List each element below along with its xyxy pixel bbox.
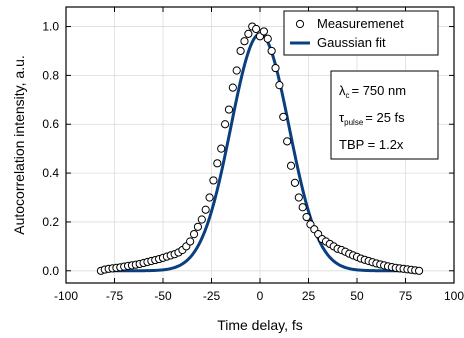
measurement-point	[201, 205, 210, 214]
measurement-point	[275, 81, 284, 90]
measurement-point	[263, 34, 272, 43]
x-tick-label: -100	[54, 289, 78, 303]
y-tick-label: 0.4	[42, 166, 59, 180]
measurement-point	[186, 237, 195, 246]
legend: Measuremenet Gaussian fit	[283, 10, 439, 56]
measurement-point	[224, 105, 234, 114]
x-axis-title: Time delay, fs	[217, 317, 303, 333]
points-layer	[96, 22, 424, 275]
legend-box	[283, 10, 439, 56]
measurement-point	[302, 212, 311, 222]
measurement-point	[240, 37, 249, 46]
parameter-box: λc = 750 nm τpulse = 25 fs TBP = 1.2x	[330, 70, 439, 160]
measurement-point	[414, 266, 424, 275]
measurement-point	[193, 222, 203, 231]
legend-label-fit: Gaussian fit	[317, 35, 386, 50]
y-tick-label: 1.0	[42, 20, 59, 34]
measurement-point	[232, 66, 241, 75]
parameter-box-frame	[330, 70, 439, 160]
measurement-point	[298, 203, 307, 212]
x-tick-label: 75	[399, 289, 413, 303]
wavelength-annotation: λc = 750 nm	[339, 83, 406, 100]
measurement-point	[189, 230, 199, 239]
x-tick-label: 25	[302, 289, 316, 303]
measurement-point	[286, 161, 296, 170]
measurement-point	[197, 215, 206, 224]
measurement-point	[213, 159, 222, 168]
measurement-point	[279, 112, 288, 122]
pulse-duration-annotation: τpulse = 25 fs	[339, 110, 405, 127]
measurement-point	[271, 63, 280, 73]
measurement-point	[236, 46, 245, 56]
x-tick-label: 100	[444, 289, 464, 303]
measurement-point	[220, 120, 230, 129]
x-tick-label: -25	[203, 289, 221, 303]
y-tick-label: 0.6	[42, 117, 59, 131]
measurement-point	[228, 83, 237, 92]
measurement-point	[294, 193, 303, 202]
y-tick-label: 0.8	[42, 68, 59, 82]
measurement-point	[283, 137, 292, 146]
measurement-point	[209, 176, 218, 185]
legend-label-measurement: Measuremenet	[317, 16, 404, 31]
x-tick-label: -50	[154, 289, 172, 303]
y-tick-label: 0.0	[42, 264, 59, 278]
measurement-point	[290, 178, 300, 187]
legend-marker-measurement	[295, 19, 305, 29]
x-tick-label: -75	[106, 289, 124, 303]
y-tick-label: 0.2	[42, 215, 59, 229]
x-tick-label: 0	[257, 289, 264, 303]
measurement-point	[267, 46, 276, 56]
measurement-point	[259, 27, 268, 36]
measurement-point	[205, 193, 214, 202]
y-axis-title: Autocorrelation intensity, a.u.	[11, 55, 27, 235]
tbp-annotation: TBP = 1.2x	[339, 137, 404, 152]
measurement-point	[217, 144, 226, 153]
x-tick-label: 50	[350, 289, 364, 303]
axis-ticks: -100 -75 -50 -25 0 25 50 75 100 0.0 0.2 0.4 0.6 0.8 1.…	[42, 7, 464, 303]
measurement-point	[252, 24, 261, 34]
measurement-point	[244, 29, 253, 38]
